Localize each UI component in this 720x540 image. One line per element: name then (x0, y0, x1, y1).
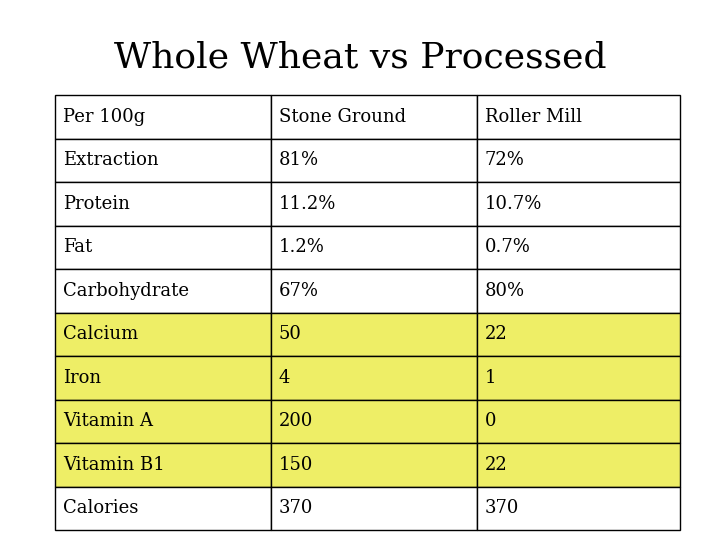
Bar (55, 269, 271, 313)
Bar (477, 313, 680, 356)
Text: 81%: 81% (279, 151, 319, 169)
Text: 22: 22 (485, 456, 508, 474)
Text: 22: 22 (485, 325, 508, 343)
Bar (477, 95, 680, 138)
Text: Stone Ground: Stone Ground (279, 108, 406, 126)
Text: 10.7%: 10.7% (485, 195, 542, 213)
Bar (477, 138, 680, 182)
Bar (477, 487, 680, 530)
Bar (477, 269, 680, 313)
Text: Per 100g: Per 100g (63, 108, 145, 126)
Text: Calories: Calories (63, 500, 138, 517)
Text: Protein: Protein (63, 195, 130, 213)
Bar (271, 226, 477, 269)
Bar (55, 400, 271, 443)
Bar (477, 443, 680, 487)
Bar (55, 487, 271, 530)
Text: Extraction: Extraction (63, 151, 158, 169)
Bar (477, 182, 680, 226)
Text: 11.2%: 11.2% (279, 195, 336, 213)
Bar (55, 356, 271, 400)
Text: Fat: Fat (63, 238, 92, 256)
Text: 200: 200 (279, 412, 313, 430)
Text: 72%: 72% (485, 151, 525, 169)
Text: 0: 0 (485, 412, 496, 430)
Text: Vitamin A: Vitamin A (63, 412, 153, 430)
Text: 0.7%: 0.7% (485, 238, 531, 256)
Text: 4: 4 (279, 369, 290, 387)
Bar (271, 400, 477, 443)
Text: 80%: 80% (485, 282, 525, 300)
Bar (271, 356, 477, 400)
Bar (271, 269, 477, 313)
Bar (271, 443, 477, 487)
Text: 150: 150 (279, 456, 313, 474)
Text: Iron: Iron (63, 369, 101, 387)
Bar (55, 138, 271, 182)
Bar (271, 487, 477, 530)
Bar (55, 313, 271, 356)
Bar (55, 443, 271, 487)
Bar (271, 313, 477, 356)
Text: Calcium: Calcium (63, 325, 138, 343)
Bar (271, 182, 477, 226)
Text: 370: 370 (485, 500, 519, 517)
Bar (271, 95, 477, 138)
Text: 370: 370 (279, 500, 313, 517)
Text: Carbohydrate: Carbohydrate (63, 282, 189, 300)
Bar (271, 138, 477, 182)
Text: Vitamin B1: Vitamin B1 (63, 456, 165, 474)
Bar (477, 400, 680, 443)
Text: 1: 1 (485, 369, 496, 387)
Text: 67%: 67% (279, 282, 319, 300)
Text: Whole Wheat vs Processed: Whole Wheat vs Processed (114, 41, 606, 75)
Text: 1.2%: 1.2% (279, 238, 325, 256)
Text: Roller Mill: Roller Mill (485, 108, 582, 126)
Bar (477, 226, 680, 269)
Bar (477, 356, 680, 400)
Bar (55, 182, 271, 226)
Text: 50: 50 (279, 325, 302, 343)
Bar (55, 95, 271, 138)
Bar (55, 226, 271, 269)
